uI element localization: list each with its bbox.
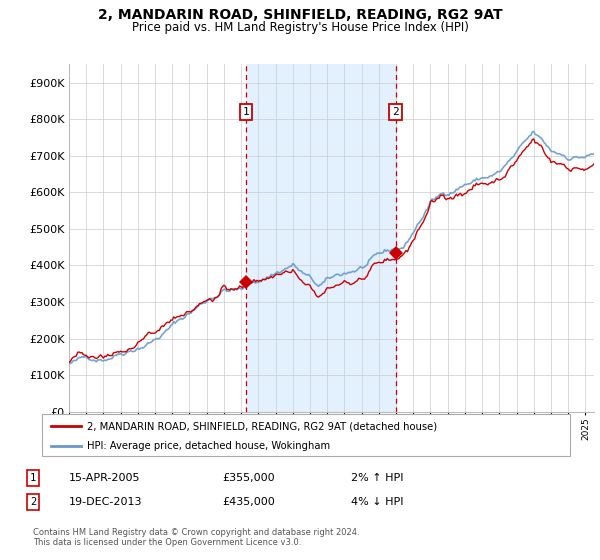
Text: 19-DEC-2013: 19-DEC-2013 xyxy=(69,497,143,507)
Bar xyxy=(246,64,395,412)
Text: 1: 1 xyxy=(243,107,250,117)
Text: 2, MANDARIN ROAD, SHINFIELD, READING, RG2 9AT: 2, MANDARIN ROAD, SHINFIELD, READING, RG… xyxy=(98,8,502,22)
Text: 15-APR-2005: 15-APR-2005 xyxy=(69,473,140,483)
Text: 2, MANDARIN ROAD, SHINFIELD, READING, RG2 9AT (detached house): 2, MANDARIN ROAD, SHINFIELD, READING, RG… xyxy=(87,421,437,431)
Text: 1: 1 xyxy=(30,473,36,483)
Text: £355,000: £355,000 xyxy=(222,473,275,483)
Text: Contains HM Land Registry data © Crown copyright and database right 2024.
This d: Contains HM Land Registry data © Crown c… xyxy=(33,528,359,547)
Text: 2% ↑ HPI: 2% ↑ HPI xyxy=(351,473,404,483)
Text: HPI: Average price, detached house, Wokingham: HPI: Average price, detached house, Woki… xyxy=(87,441,330,451)
Text: £435,000: £435,000 xyxy=(222,497,275,507)
Text: 2: 2 xyxy=(392,107,399,117)
Text: 4% ↓ HPI: 4% ↓ HPI xyxy=(351,497,404,507)
Text: 2: 2 xyxy=(30,497,36,507)
Text: Price paid vs. HM Land Registry's House Price Index (HPI): Price paid vs. HM Land Registry's House … xyxy=(131,21,469,34)
